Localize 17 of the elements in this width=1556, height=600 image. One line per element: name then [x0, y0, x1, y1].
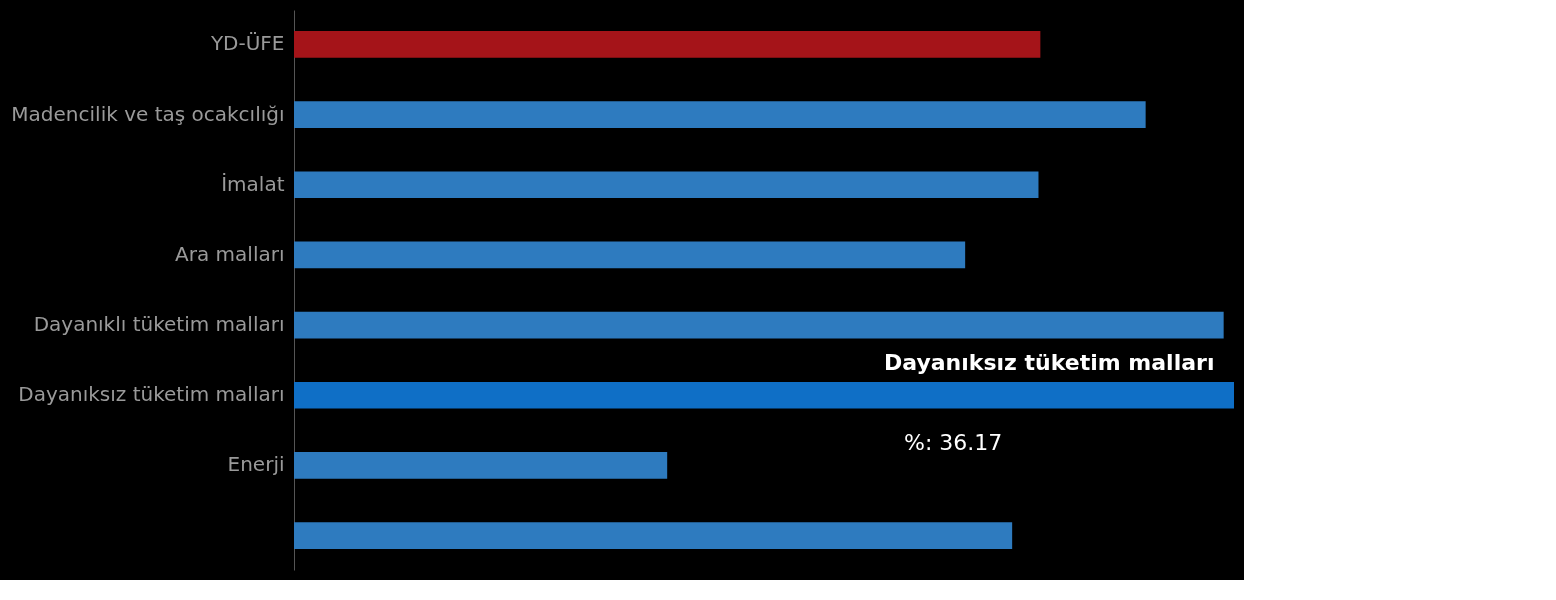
- bar: [294, 171, 1039, 199]
- bar: [294, 31, 1041, 58]
- y-tick-label: Ara malları: [175, 241, 285, 266]
- bar: [294, 101, 1146, 128]
- y-tick-label: Dayanıklı tüketim malları: [33, 312, 285, 337]
- y-tick-label: İmalat: [221, 171, 285, 196]
- bar: [294, 452, 668, 479]
- bar: [294, 381, 1234, 409]
- bar: [294, 311, 1224, 339]
- bar: [294, 522, 1013, 549]
- y-tick-label: Dayanıksız tüketim malları: [18, 382, 285, 407]
- annotation: Dayanıksız tüketim malları: [884, 350, 1215, 375]
- annotation: %: 36.17: [904, 430, 1003, 455]
- y-tick-label: Madencilik ve taş ocakcılığı: [11, 101, 285, 126]
- bar: [294, 241, 966, 269]
- y-tick-label: Enerji: [227, 452, 285, 477]
- y-tick-label: YD-ÜFE: [209, 31, 285, 56]
